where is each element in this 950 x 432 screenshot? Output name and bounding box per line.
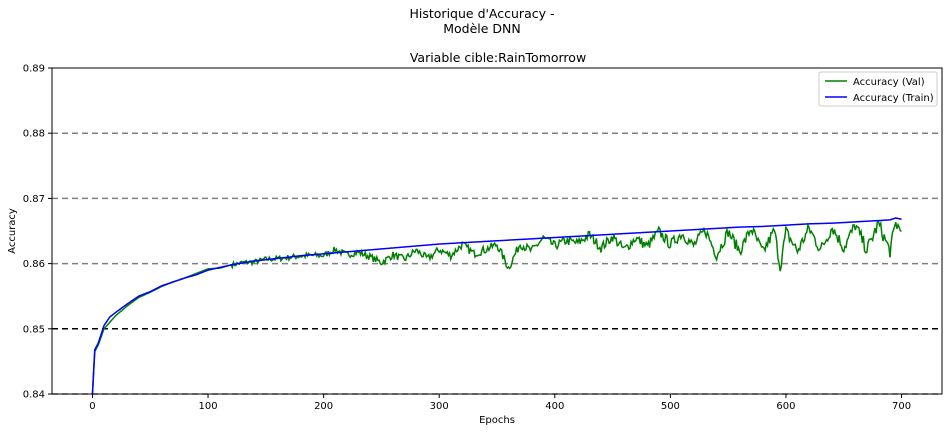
x-tick-label: 500 xyxy=(661,401,680,412)
x-tick-label: 700 xyxy=(892,401,911,412)
x-tick-label: 200 xyxy=(314,401,333,412)
y-axis-label: Accuracy xyxy=(7,208,18,254)
x-tick-label: 100 xyxy=(198,401,217,412)
series-line-train xyxy=(91,217,902,395)
legend: Accuracy (Val) Accuracy (Train) xyxy=(818,71,938,107)
x-axis: 0 100 200 300 400 500 600 700 xyxy=(89,394,911,412)
legend-box xyxy=(818,71,938,107)
y-tick-label: 0.85 xyxy=(23,324,45,335)
x-tick-label: 400 xyxy=(545,401,564,412)
hline-group xyxy=(52,132,942,395)
legend-label-train: Accuracy (Train) xyxy=(853,93,934,104)
y-axis: 0.84 0.85 0.86 0.87 0.88 0.89 xyxy=(23,64,52,401)
x-tick-label: 300 xyxy=(430,401,449,412)
series-line-val xyxy=(91,220,902,395)
suptitle-line-1: Historique d'Accuracy - xyxy=(410,6,555,21)
x-axis-label: Epochs xyxy=(479,415,515,426)
x-tick-label: 600 xyxy=(776,401,795,412)
suptitle-line-2: Modèle DNN xyxy=(443,21,521,36)
y-tick-label: 0.84 xyxy=(23,390,45,401)
y-tick-label: 0.86 xyxy=(23,259,45,270)
series-group xyxy=(91,217,902,395)
y-tick-label: 0.87 xyxy=(23,194,45,205)
x-tick-label: 0 xyxy=(89,401,95,412)
legend-label-val: Accuracy (Val) xyxy=(853,77,925,88)
plot-frame xyxy=(51,67,943,395)
y-tick-label: 0.89 xyxy=(23,64,45,75)
chart-title: Variable cible:RainTomorrow xyxy=(410,50,586,65)
y-tick-label: 0.88 xyxy=(23,129,45,140)
